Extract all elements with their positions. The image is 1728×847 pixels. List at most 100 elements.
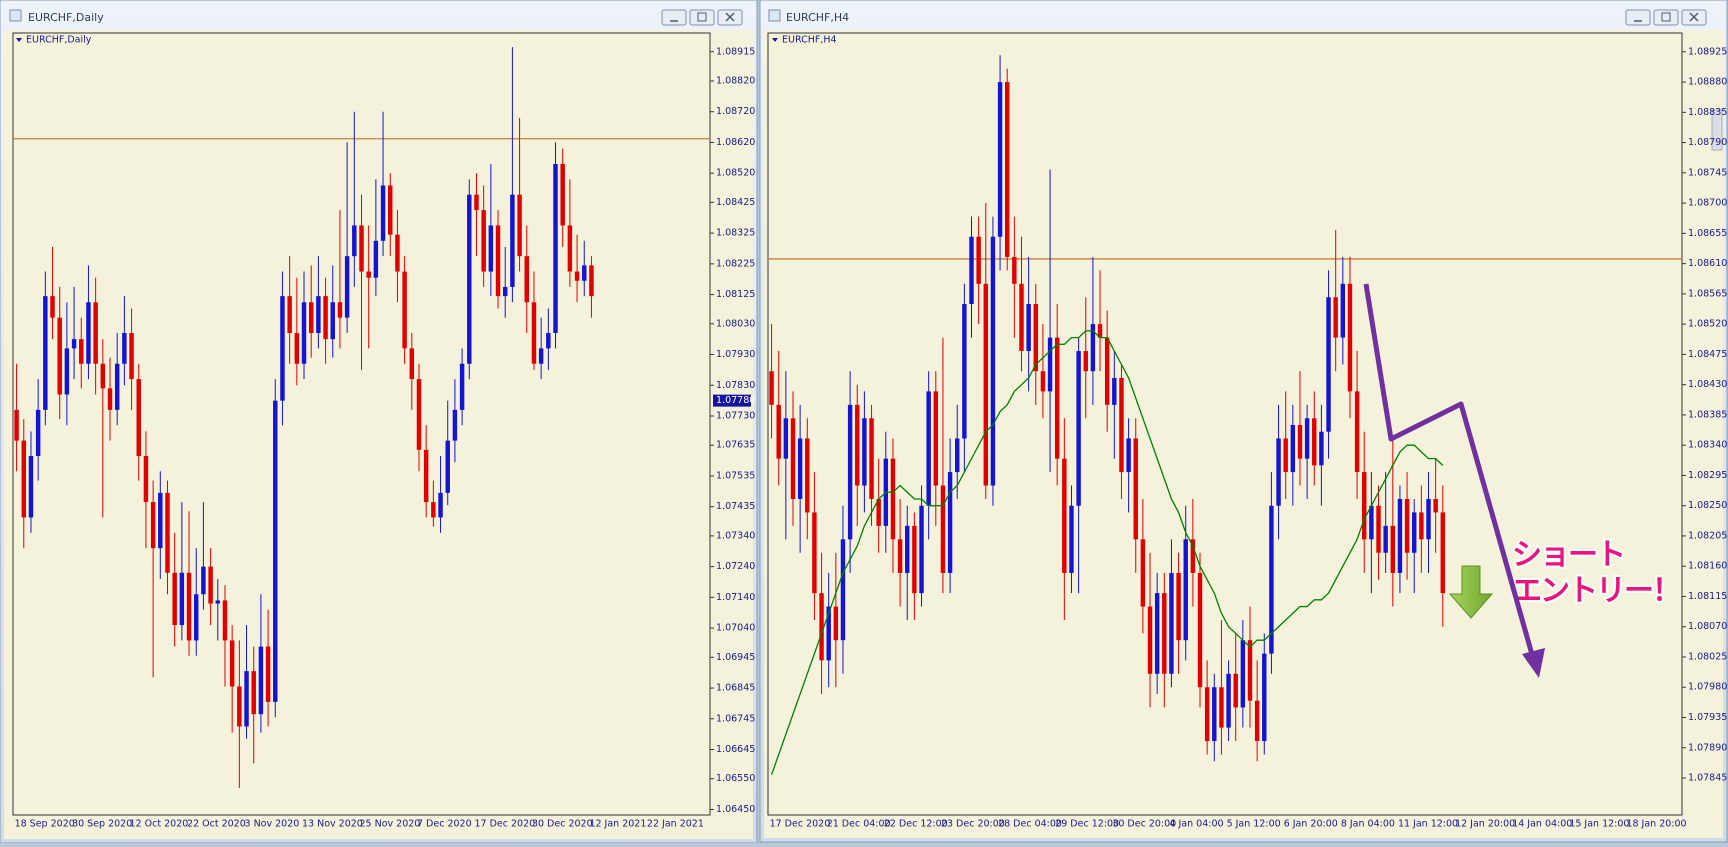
y-tick-label: 1.08475 <box>1688 349 1727 360</box>
plot-frame <box>12 32 711 816</box>
y-tick-label: 1.06450 <box>716 804 755 815</box>
candle-body <box>833 606 839 641</box>
y-tick-label: 1.08225 <box>716 258 755 269</box>
y-tick-label: 1.07980 <box>1688 682 1727 693</box>
y-tick-label: 1.07845 <box>1688 773 1727 784</box>
y-tick-label: 1.08790 <box>1688 137 1727 148</box>
y-tick-label: 1.07240 <box>716 561 755 572</box>
candle-body <box>294 333 300 364</box>
y-tick-label: 1.08820 <box>716 75 755 86</box>
candle-body <box>251 671 256 715</box>
candle-body <box>769 371 774 405</box>
candle-body <box>790 418 796 499</box>
maximize-button[interactable] <box>1653 9 1679 26</box>
candle-body <box>1254 700 1260 742</box>
y-tick-label: 1.08125 <box>716 289 755 300</box>
candle-body <box>553 163 558 334</box>
candle-body <box>57 317 62 395</box>
candle-body <box>1226 673 1231 728</box>
candle-body <box>983 283 989 486</box>
charts: 1.08915 1.08820 1.08720 1.08620 1.08520 1.084… <box>12 32 1727 830</box>
candle-body <box>976 236 981 284</box>
candle-body <box>1062 458 1067 573</box>
y-tick-label: 1.08250 <box>1688 500 1727 511</box>
y-tick-label: 1.07830 <box>716 380 755 391</box>
candle-body <box>71 339 77 349</box>
candle-body <box>1047 337 1053 392</box>
x-tick-label: 4 Jan 04:00 <box>1169 819 1223 830</box>
candle-body <box>1440 512 1446 594</box>
x-tick-label: 22 Jan 2021 <box>647 819 704 830</box>
candle-body <box>1097 324 1103 338</box>
candle-body <box>1326 297 1331 432</box>
x-tick-label: 22 Oct 2020 <box>187 819 246 830</box>
minimize-button[interactable] <box>661 9 687 26</box>
candle-body <box>172 572 177 626</box>
symbol-label: EURCHF,Daily <box>26 35 92 46</box>
candle-body <box>287 296 292 334</box>
trend-arrow <box>1363 283 1536 659</box>
candle-body <box>531 302 537 364</box>
candle-body <box>1026 303 1031 352</box>
candle-body <box>35 409 41 456</box>
candle-body <box>1076 351 1081 506</box>
candle-body <box>402 271 407 349</box>
symbol-menu-icon[interactable] <box>16 38 22 42</box>
candle-body <box>1433 498 1438 513</box>
candle-body <box>1333 297 1338 338</box>
y-tick-label: 1.08070 <box>1688 621 1727 632</box>
symbol-label: EURCHF,H4 <box>782 35 837 46</box>
candle-body <box>186 572 192 641</box>
y-tick-label: 1.08700 <box>1688 198 1727 209</box>
scrollbar[interactable] <box>1711 109 1723 151</box>
candle-body <box>1262 653 1267 742</box>
y-tick-label: 1.08030 <box>716 318 755 329</box>
candle-body <box>337 302 343 318</box>
candle-body <box>1397 498 1403 573</box>
y-tick-label: 1.08620 <box>716 137 755 148</box>
maximize-glyph <box>1661 12 1671 22</box>
candle-body <box>1040 371 1046 392</box>
candle-body <box>280 296 285 401</box>
x-tick-label: 12 Jan 2021 <box>589 819 646 830</box>
candle-body <box>366 271 371 278</box>
maximize-button[interactable] <box>689 9 715 26</box>
candle-body <box>395 234 400 272</box>
candle-body <box>237 686 242 727</box>
x-tick-label: 21 Dec 04:00 <box>827 819 891 830</box>
y-tick-label: 1.07435 <box>716 501 755 512</box>
candle-body <box>1190 539 1196 573</box>
y-tick-label: 1.08160 <box>1688 561 1727 572</box>
candle-body <box>1147 606 1153 674</box>
x-tick-label: 28 Dec 04:00 <box>998 819 1062 830</box>
minimize-button[interactable] <box>1625 9 1651 26</box>
candle-body <box>819 593 824 661</box>
candle-body <box>869 418 874 499</box>
x-tick-label: 12 Oct 2020 <box>130 819 189 830</box>
candle-body <box>1269 505 1274 654</box>
y-tick-label: 1.08425 <box>716 197 755 208</box>
candle-body <box>265 646 271 702</box>
y-tick-label: 1.08025 <box>1688 651 1727 662</box>
y-tick-label: 1.08720 <box>716 106 755 117</box>
candle-body <box>158 492 163 549</box>
candle-body <box>1012 256 1017 284</box>
candle-body <box>1283 438 1288 473</box>
candle-body <box>897 539 903 573</box>
x-tick-label: 30 Dec 2020 <box>532 819 593 830</box>
candle-body <box>50 296 55 318</box>
y-tick-label: 1.08915 <box>716 46 755 57</box>
x-tick-label: 13 Nov 2020 <box>302 819 363 830</box>
candle-body <box>14 409 19 441</box>
candle-body <box>876 498 881 526</box>
symbol-menu-icon[interactable] <box>772 38 778 42</box>
candle-body <box>840 539 846 641</box>
x-tick-label: 3 Nov 2020 <box>245 819 300 830</box>
candle-body <box>1212 687 1217 742</box>
down-arrow-icon <box>1448 565 1494 619</box>
y-tick-label: 1.07635 <box>716 440 755 451</box>
candle-body <box>926 391 931 506</box>
y-tick-label: 1.08205 <box>1688 530 1727 541</box>
candle-body <box>150 502 156 549</box>
y-tick-label: 1.08610 <box>1688 258 1727 269</box>
